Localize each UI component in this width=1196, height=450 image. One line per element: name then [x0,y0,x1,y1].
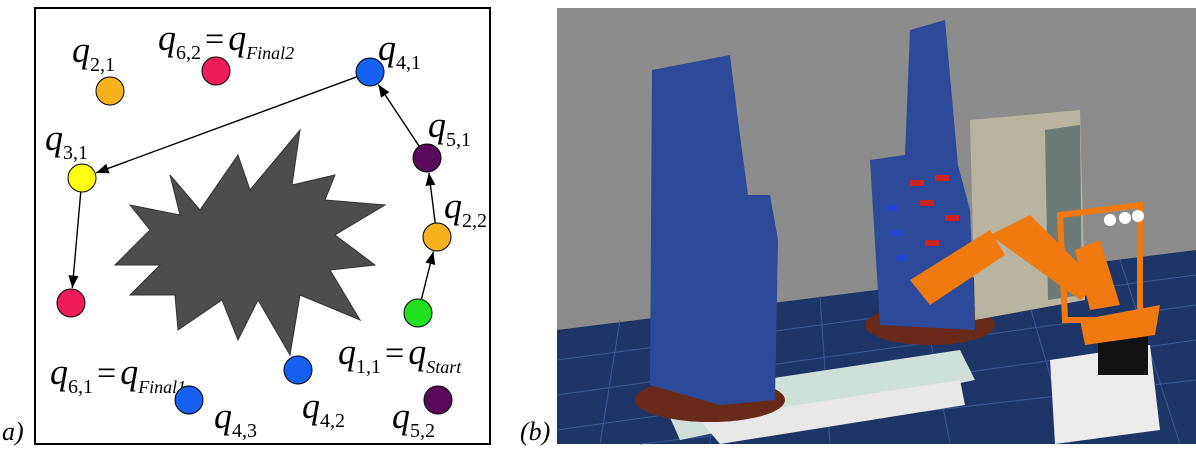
equals-sign: = [385,335,404,372]
equals-sign: = [97,355,116,392]
subscript: 1,1 [356,356,381,378]
node [202,57,230,85]
node [424,386,452,414]
subscript: 2,1 [90,54,115,76]
node [284,356,312,384]
symbol: q [45,118,63,158]
node [57,289,85,317]
subscript: 6,1 [68,376,93,398]
subscript: Start [426,357,462,377]
panel-label: (b) [520,417,550,446]
figure: q2,1q6,2=qFinal2q4,1q3,1q5,1q2,2q1,1=qSt… [0,0,1196,450]
symbol: q [392,396,410,436]
symbol: q [120,352,138,392]
page: {"panel_a": {"label": "a)", "nodes": [ {… [0,0,1196,450]
node [68,164,96,192]
symbol: q [50,352,68,392]
node [413,144,441,172]
subscript: Final2 [245,43,294,63]
scene [557,8,1196,444]
symbol: q [302,386,320,426]
symbol: q [214,396,232,436]
node [423,223,451,251]
subscript: 2,2 [462,210,487,232]
subscript: 3,1 [63,142,88,164]
subscript: 5,1 [446,129,471,151]
subscript: 4,1 [396,52,421,74]
symbol: q [408,332,426,372]
symbol: q [158,18,176,58]
symbol: q [444,186,462,226]
symbol: q [428,105,446,145]
node [175,386,203,414]
symbol: q [338,332,356,372]
subscript: 4,3 [232,420,257,442]
node [96,77,124,105]
equals-sign: = [205,21,224,58]
subscript: 4,2 [320,410,345,432]
subscript: 5,2 [410,420,435,442]
symbol: q [72,30,90,70]
subscript: 6,2 [176,42,201,64]
symbol: q [378,28,396,68]
symbol: q [228,18,246,58]
panel-label: a) [2,417,24,446]
node [404,299,432,327]
